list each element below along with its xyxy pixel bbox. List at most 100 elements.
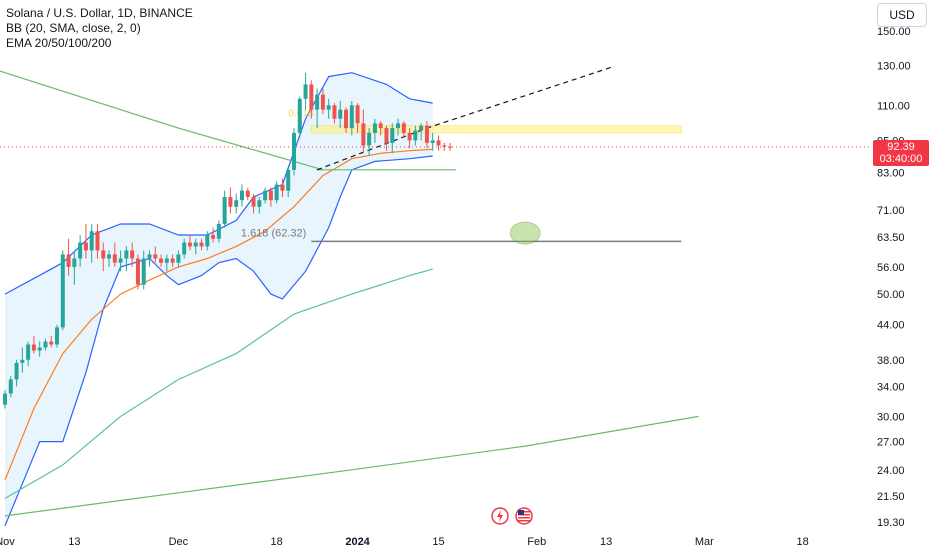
candle bbox=[216, 220, 221, 243]
candle bbox=[390, 123, 395, 154]
resistance-zone bbox=[310, 125, 682, 134]
candle bbox=[31, 335, 36, 354]
candle bbox=[378, 121, 383, 136]
fib-1618-label: 1.618 (62.32) bbox=[241, 227, 306, 239]
candle bbox=[37, 341, 42, 357]
candle bbox=[3, 389, 7, 409]
candle bbox=[367, 128, 372, 156]
candle bbox=[309, 80, 314, 119]
candle bbox=[89, 223, 94, 263]
time-tick-label: 13 bbox=[68, 536, 80, 548]
time-tick-label: Nov bbox=[0, 536, 15, 548]
price-tick-label: 83.00 bbox=[877, 168, 905, 180]
ema-legend[interactable]: EMA 20/50/100/200 bbox=[6, 36, 112, 50]
candle bbox=[182, 238, 187, 259]
candle bbox=[315, 88, 320, 129]
candle bbox=[159, 254, 164, 267]
lightning-icon bbox=[491, 507, 509, 525]
candle bbox=[448, 142, 453, 151]
bollinger-legend[interactable]: BB (20, SMA, close, 2, 0) bbox=[6, 21, 141, 35]
candle bbox=[176, 250, 181, 267]
price-tick-label: 110.00 bbox=[877, 100, 910, 112]
price-tick-label: 38.00 bbox=[877, 355, 905, 367]
time-tick-label: 18 bbox=[797, 536, 809, 548]
ema200-line bbox=[4, 415, 699, 517]
last-price-countdown: 03:40:00 bbox=[879, 153, 923, 165]
bollinger-upper-line bbox=[4, 72, 433, 295]
candle bbox=[268, 187, 273, 207]
last-price-tag: 92.39 03:40:00 bbox=[873, 140, 929, 166]
candle bbox=[424, 121, 429, 149]
candle bbox=[344, 107, 349, 133]
candle bbox=[153, 246, 158, 263]
time-tick-label: 15 bbox=[432, 536, 444, 548]
candle bbox=[124, 246, 129, 272]
candle bbox=[338, 100, 343, 129]
candle bbox=[436, 135, 441, 151]
candle bbox=[239, 184, 244, 207]
candle bbox=[407, 128, 412, 149]
time-tick-label: Mar bbox=[695, 536, 714, 548]
candle bbox=[413, 125, 418, 146]
time-tick-label: 18 bbox=[271, 536, 283, 548]
candle bbox=[8, 376, 13, 398]
candle bbox=[26, 341, 31, 367]
candle bbox=[211, 227, 216, 243]
candle bbox=[72, 250, 77, 285]
symbol-title[interactable]: Solana / U.S. Dollar, 1D, BINANCE bbox=[6, 6, 193, 20]
candle bbox=[112, 242, 117, 267]
candle bbox=[193, 238, 198, 255]
candle bbox=[419, 123, 424, 141]
candle bbox=[164, 254, 169, 272]
candle bbox=[14, 359, 19, 387]
price-tick-label: 71.00 bbox=[877, 205, 905, 217]
candle bbox=[118, 250, 123, 272]
time-tick-label: Feb bbox=[527, 536, 546, 548]
ema20-line bbox=[4, 148, 433, 481]
time-tick-label: Dec bbox=[169, 536, 189, 548]
triangle-upper-line bbox=[0, 70, 324, 171]
candle bbox=[107, 250, 112, 267]
candle bbox=[228, 187, 233, 214]
price-tick-label: 24.00 bbox=[877, 465, 905, 477]
currency-button[interactable]: USD bbox=[877, 3, 927, 27]
candle bbox=[332, 103, 337, 124]
candle bbox=[95, 223, 100, 259]
price-axis bbox=[870, 0, 932, 550]
candle bbox=[384, 125, 389, 151]
candle bbox=[297, 96, 302, 138]
candle bbox=[257, 196, 262, 214]
candle bbox=[245, 187, 250, 201]
time-axis bbox=[0, 531, 932, 550]
candle bbox=[135, 254, 140, 290]
candle bbox=[303, 72, 308, 110]
candle bbox=[60, 250, 65, 331]
candle bbox=[361, 109, 366, 154]
candle bbox=[320, 88, 325, 115]
candle bbox=[141, 250, 146, 290]
candle bbox=[280, 178, 285, 197]
candle bbox=[66, 238, 71, 276]
candle bbox=[130, 242, 135, 267]
candle bbox=[401, 121, 406, 138]
chart-legend: Solana / U.S. Dollar, 1D, BINANCE BB (20… bbox=[6, 6, 193, 51]
candle bbox=[222, 190, 227, 228]
candle bbox=[263, 187, 268, 204]
price-tick-label: 56.00 bbox=[877, 262, 905, 274]
candle bbox=[286, 167, 291, 197]
candle bbox=[187, 234, 192, 251]
us-flag-icon bbox=[515, 507, 533, 525]
candle bbox=[170, 254, 175, 267]
candle bbox=[251, 193, 256, 214]
time-tick-label: 13 bbox=[600, 536, 612, 548]
candle bbox=[49, 335, 54, 348]
price-tick-label: 44.00 bbox=[877, 320, 905, 332]
candle bbox=[147, 250, 152, 267]
candle bbox=[372, 118, 377, 143]
price-tick-label: 34.00 bbox=[877, 381, 905, 393]
bollinger-fill bbox=[5, 72, 433, 526]
candle bbox=[292, 128, 296, 176]
price-tick-label: 19.30 bbox=[877, 517, 905, 529]
candle bbox=[349, 100, 354, 136]
